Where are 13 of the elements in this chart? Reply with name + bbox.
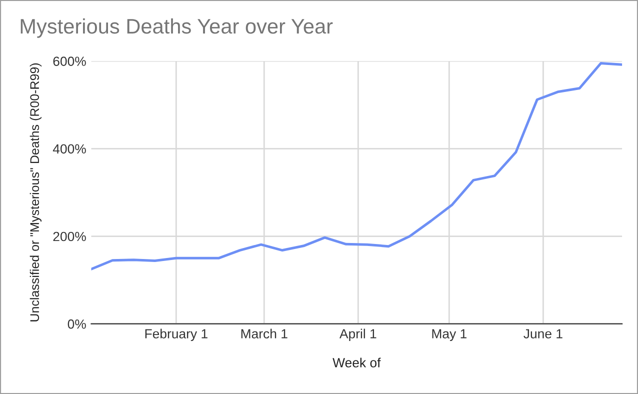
x-axis-title: Week of	[332, 358, 381, 368]
line-series	[91, 62, 622, 270]
x-tick-label: May 1	[432, 329, 466, 342]
y-tick-label: 400%	[52, 144, 86, 154]
y-tick-label: 200%	[53, 232, 86, 242]
chart-title: Mysterious Deaths Year over Year	[20, 18, 333, 38]
x-tick-label: June 1	[524, 329, 562, 338]
x-tick-label: February 1	[145, 328, 208, 342]
y-axis-title: Unclassified or "Mysterious" Deaths (R00-R99)	[30, 63, 42, 322]
x-tick-label: March 1	[241, 328, 288, 338]
x-tick-label: April 1	[339, 328, 376, 342]
y-tick-label: 0%	[68, 319, 86, 329]
y-tick-label: 600%	[53, 56, 86, 66]
